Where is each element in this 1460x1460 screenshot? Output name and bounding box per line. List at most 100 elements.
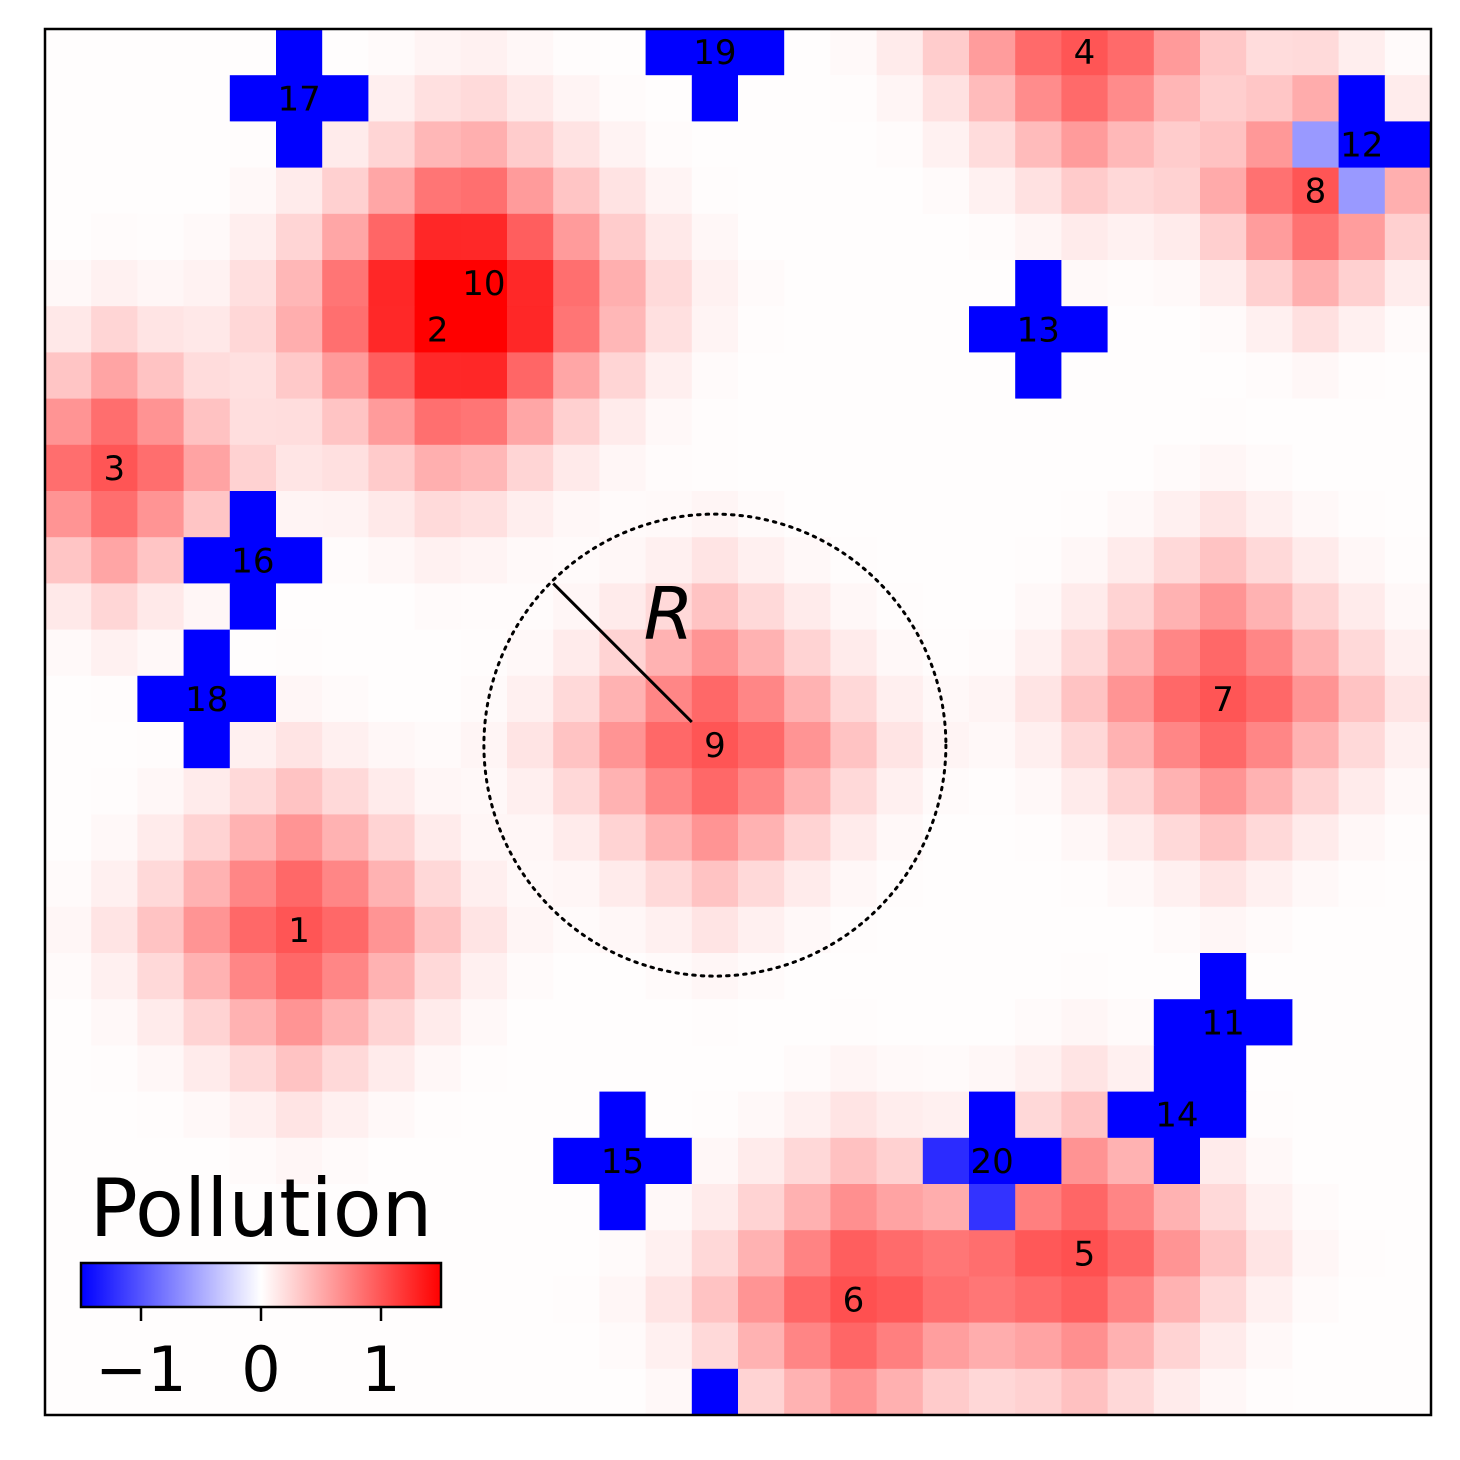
heatmap-cell <box>1061 583 1109 631</box>
heatmap-cell <box>1338 29 1386 76</box>
heatmap-cell <box>1107 1276 1155 1324</box>
heatmap-cell <box>507 537 554 584</box>
heatmap-cell <box>137 906 185 954</box>
heatmap-cell <box>1015 1322 1062 1370</box>
heatmap-cell <box>599 213 647 261</box>
heatmap-cell <box>45 167 92 215</box>
heatmap-cell <box>414 121 462 169</box>
heatmap-cell <box>276 906 323 954</box>
heatmap-cell <box>1061 860 1109 908</box>
heatmap-cell <box>599 1184 647 1231</box>
heatmap-cell <box>1153 1368 1201 1416</box>
heatmap-cell <box>1338 1137 1386 1185</box>
heatmap-cell <box>137 491 185 538</box>
heatmap-cell <box>599 398 647 446</box>
heatmap-cell <box>1061 306 1109 353</box>
heatmap-cell <box>969 167 1016 215</box>
heatmap-cell <box>507 1230 554 1277</box>
heatmap-cell <box>876 999 924 1046</box>
heatmap-cell <box>1384 167 1432 215</box>
heatmap-cell <box>691 352 739 400</box>
heatmap-cell <box>1246 537 1293 584</box>
heatmap-cell <box>1153 491 1201 538</box>
heatmap-cell <box>45 629 92 677</box>
heatmap-cell <box>645 398 693 446</box>
heatmap-cell <box>1292 306 1340 353</box>
heatmap-cell <box>368 1137 416 1185</box>
heatmap-cell <box>507 213 554 261</box>
heatmap-cell <box>1015 675 1062 723</box>
heatmap-cell <box>1384 352 1432 400</box>
heatmap-cell <box>830 167 878 215</box>
heatmap-cell <box>876 306 924 353</box>
heatmap-cell <box>229 1045 277 1093</box>
heatmap-cell <box>183 1368 231 1416</box>
heatmap-cell <box>1246 491 1293 538</box>
heatmap-cell <box>229 906 277 954</box>
heatmap-cell <box>368 1091 416 1139</box>
source-label: 11 <box>1201 1003 1244 1043</box>
heatmap-cell <box>1153 999 1201 1046</box>
heatmap-cell <box>1292 1091 1340 1139</box>
heatmap-cell <box>876 167 924 215</box>
heatmap-cell <box>876 1230 924 1277</box>
heatmap-cell <box>599 167 647 215</box>
heatmap-cell <box>784 121 831 169</box>
heatmap-cell <box>1246 722 1293 769</box>
heatmap-cell <box>229 675 277 723</box>
heatmap-cell <box>507 906 554 954</box>
heatmap-cell <box>1338 1091 1386 1139</box>
heatmap-cell <box>507 75 554 122</box>
heatmap-cell <box>507 860 554 908</box>
heatmap-cell <box>969 1184 1016 1231</box>
heatmap-cell <box>1061 167 1109 215</box>
heatmap-cell <box>1015 1045 1062 1093</box>
heatmap-cell <box>460 860 508 908</box>
heatmap-cell <box>137 1368 185 1416</box>
heatmap-cell <box>969 121 1016 169</box>
heatmap-cell <box>645 29 693 76</box>
heatmap-cell <box>691 999 739 1046</box>
heatmap-cell <box>322 1045 369 1093</box>
heatmap-cell <box>1246 860 1293 908</box>
heatmap-cell <box>553 629 600 677</box>
heatmap-cell <box>460 999 508 1046</box>
heatmap-cell <box>1061 722 1109 769</box>
heatmap-cell <box>1292 814 1340 862</box>
heatmap-cell <box>969 213 1016 261</box>
heatmap-cell <box>137 1184 185 1231</box>
heatmap-cell <box>1061 121 1109 169</box>
heatmap-cell <box>691 1276 739 1324</box>
heatmap-cell <box>183 1045 231 1093</box>
heatmap-cell <box>922 860 970 908</box>
heatmap-cell <box>830 675 878 723</box>
heatmap-cell <box>1338 260 1386 307</box>
heatmap-cell <box>1015 306 1062 353</box>
heatmap-cell <box>1153 1091 1201 1139</box>
heatmap-cell <box>1338 491 1386 538</box>
heatmap-cell <box>507 1091 554 1139</box>
heatmap-cell <box>1292 722 1340 769</box>
heatmap-cell <box>599 675 647 723</box>
heatmap-cell <box>1061 29 1109 76</box>
heatmap-cell <box>229 75 277 122</box>
heatmap-cell <box>1292 398 1340 446</box>
heatmap-cell <box>276 398 323 446</box>
heatmap-cell <box>1015 29 1062 76</box>
heatmap-cell <box>876 444 924 492</box>
heatmap-cell <box>599 768 647 815</box>
heatmap-cell <box>1246 675 1293 723</box>
heatmap-cell <box>784 722 831 769</box>
heatmap-cell <box>1015 75 1062 122</box>
heatmap-cell <box>414 1045 462 1093</box>
colorbar-gradient <box>79 1261 443 1309</box>
heatmap-cell <box>553 1137 600 1185</box>
heatmap-cell <box>1015 1137 1062 1185</box>
heatmap-cell <box>1153 121 1201 169</box>
heatmap-cell <box>91 1184 138 1231</box>
source-label: 7 <box>1212 680 1234 720</box>
heatmap-cell <box>1384 814 1432 862</box>
heatmap-cell <box>1107 75 1155 122</box>
heatmap-cell <box>645 1045 693 1093</box>
heatmap-cell <box>645 121 693 169</box>
